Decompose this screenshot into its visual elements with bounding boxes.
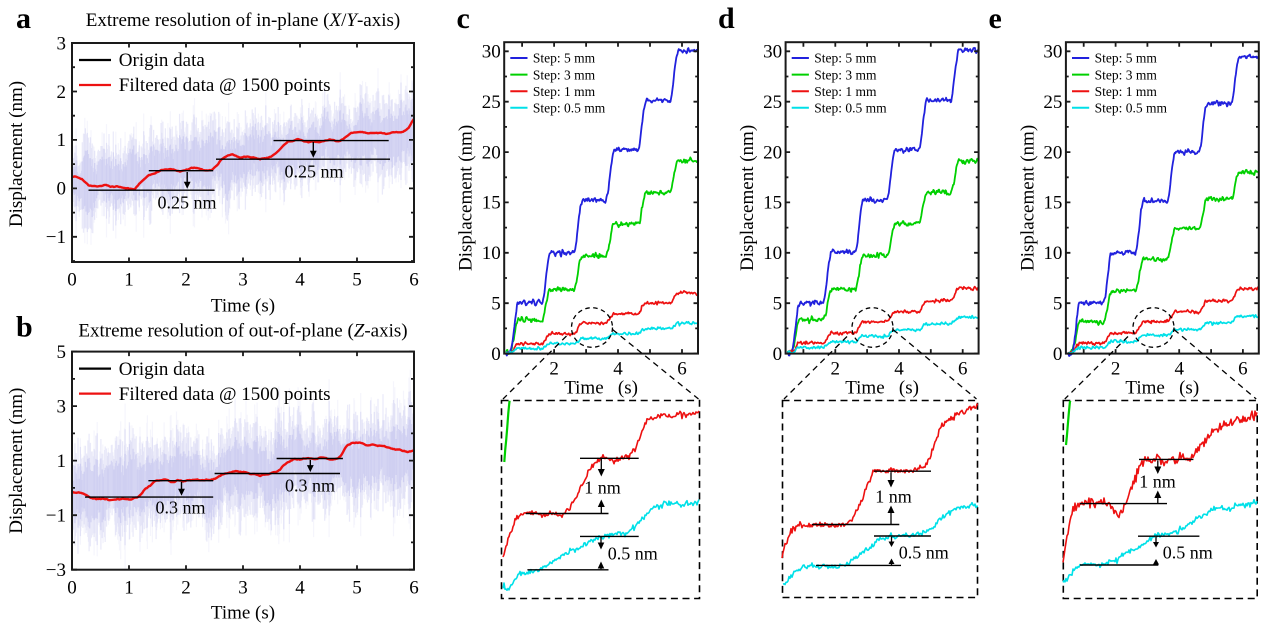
svg-text:0: 0 (491, 344, 501, 365)
svg-text:Extreme resolution of in-plane: Extreme resolution of in-plane (X/Y-axis… (86, 10, 401, 31)
svg-text:15: 15 (763, 193, 782, 214)
svg-text:Step: 0.5 mm: Step: 0.5 mm (814, 101, 887, 116)
svg-text:6: 6 (958, 359, 968, 380)
svg-text:30: 30 (763, 42, 782, 63)
svg-text:2: 2 (549, 359, 559, 380)
svg-text:5: 5 (1053, 294, 1063, 315)
svg-text:5: 5 (491, 294, 501, 315)
svg-text:20: 20 (482, 142, 501, 163)
svg-text:10: 10 (763, 243, 782, 264)
svg-text:Origin data: Origin data (119, 50, 206, 71)
svg-text:Time (s): Time (s) (211, 603, 275, 624)
svg-text:30: 30 (482, 42, 501, 63)
svg-text:Step: 1 mm: Step: 1 mm (1095, 84, 1158, 99)
svg-text:20: 20 (763, 142, 782, 163)
svg-text:Displacement (nm): Displacement (nm) (6, 388, 27, 534)
svg-text:Step: 0.5 mm: Step: 0.5 mm (533, 101, 606, 116)
svg-text:4: 4 (613, 359, 623, 380)
svg-text:2: 2 (1111, 359, 1121, 380)
svg-text:3: 3 (238, 577, 248, 598)
svg-text:25: 25 (763, 92, 782, 113)
svg-text:d: d (718, 2, 735, 35)
svg-text:0.25 nm: 0.25 nm (157, 193, 216, 213)
svg-text:Step: 0.5 mm: Step: 0.5 mm (1095, 101, 1168, 116)
svg-text:0.3 nm: 0.3 nm (285, 476, 335, 496)
svg-text:a: a (16, 2, 31, 35)
svg-text:1: 1 (124, 270, 134, 291)
svg-text:0.5 nm: 0.5 nm (608, 544, 658, 564)
svg-text:Displacement (nm): Displacement (nm) (6, 81, 27, 227)
svg-text:4: 4 (295, 270, 305, 291)
svg-text:Time (s): Time (s) (845, 378, 919, 399)
svg-text:1: 1 (124, 577, 134, 598)
svg-text:Step: 3 mm: Step: 3 mm (533, 67, 596, 82)
svg-text:0.3 nm: 0.3 nm (155, 498, 205, 518)
svg-text:Step: 5 mm: Step: 5 mm (814, 51, 877, 66)
svg-text:30: 30 (1043, 42, 1062, 63)
svg-text:2: 2 (57, 82, 67, 103)
svg-text:15: 15 (482, 193, 501, 214)
svg-text:15: 15 (1043, 193, 1062, 214)
svg-text:4: 4 (894, 359, 904, 380)
svg-text:Filtered data @ 1500 points: Filtered data @ 1500 points (119, 384, 331, 405)
svg-text:0.25 nm: 0.25 nm (284, 162, 343, 182)
svg-text:3: 3 (57, 396, 67, 417)
svg-text:3: 3 (57, 33, 67, 54)
svg-text:1: 1 (57, 451, 67, 472)
svg-text:0: 0 (67, 270, 77, 291)
svg-text:5: 5 (57, 342, 67, 363)
svg-text:−1: −1 (46, 227, 66, 248)
svg-text:25: 25 (1043, 92, 1062, 113)
svg-text:2: 2 (181, 577, 191, 598)
svg-text:Step: 5 mm: Step: 5 mm (1095, 51, 1158, 66)
svg-text:Time (s): Time (s) (1125, 378, 1199, 399)
svg-text:Time (s): Time (s) (564, 378, 638, 399)
svg-text:1 nm: 1 nm (1139, 472, 1176, 492)
svg-text:6: 6 (677, 359, 687, 380)
svg-text:Displacement (nm): Displacement (nm) (1017, 125, 1038, 271)
svg-text:3: 3 (238, 270, 248, 291)
svg-text:Origin data: Origin data (119, 359, 206, 380)
svg-text:0: 0 (57, 179, 67, 200)
svg-text:Step: 3 mm: Step: 3 mm (1095, 67, 1158, 82)
svg-text:−3: −3 (46, 560, 66, 581)
svg-text:Extreme resolution of out-of-p: Extreme resolution of out-of-plane (Z-ax… (78, 321, 407, 342)
svg-text:0.5 nm: 0.5 nm (1163, 543, 1213, 563)
svg-text:Step: 1 mm: Step: 1 mm (814, 84, 877, 99)
svg-text:Step: 5 mm: Step: 5 mm (533, 51, 596, 66)
svg-text:0: 0 (67, 577, 77, 598)
svg-text:1 nm: 1 nm (875, 487, 912, 507)
svg-text:Step: 3 mm: Step: 3 mm (814, 67, 877, 82)
svg-text:6: 6 (409, 577, 419, 598)
svg-text:e: e (989, 2, 1002, 35)
svg-text:6: 6 (409, 270, 419, 291)
svg-text:Displacement (nm): Displacement (nm) (456, 125, 477, 271)
svg-text:2: 2 (181, 270, 191, 291)
svg-text:5: 5 (773, 294, 783, 315)
svg-text:25: 25 (482, 92, 501, 113)
svg-text:10: 10 (1043, 243, 1062, 264)
svg-text:6: 6 (1238, 359, 1248, 380)
svg-text:4: 4 (1174, 359, 1184, 380)
svg-text:Filtered data @ 1500 points: Filtered data @ 1500 points (119, 75, 331, 96)
svg-text:5: 5 (352, 270, 362, 291)
svg-text:0.5 nm: 0.5 nm (899, 543, 949, 563)
svg-text:b: b (16, 311, 33, 344)
svg-text:10: 10 (482, 243, 501, 264)
svg-text:1 nm: 1 nm (584, 478, 621, 498)
svg-text:−1: −1 (46, 506, 66, 527)
svg-text:Time (s): Time (s) (211, 296, 275, 317)
svg-text:0: 0 (773, 344, 783, 365)
svg-text:5: 5 (352, 577, 362, 598)
svg-text:20: 20 (1043, 142, 1062, 163)
svg-text:0: 0 (1053, 344, 1063, 365)
svg-text:Step: 1 mm: Step: 1 mm (533, 84, 596, 99)
svg-text:1: 1 (57, 130, 67, 151)
svg-text:4: 4 (295, 577, 305, 598)
svg-text:c: c (457, 2, 470, 35)
svg-text:2: 2 (831, 359, 841, 380)
svg-text:Displacement (nm): Displacement (nm) (737, 125, 758, 271)
